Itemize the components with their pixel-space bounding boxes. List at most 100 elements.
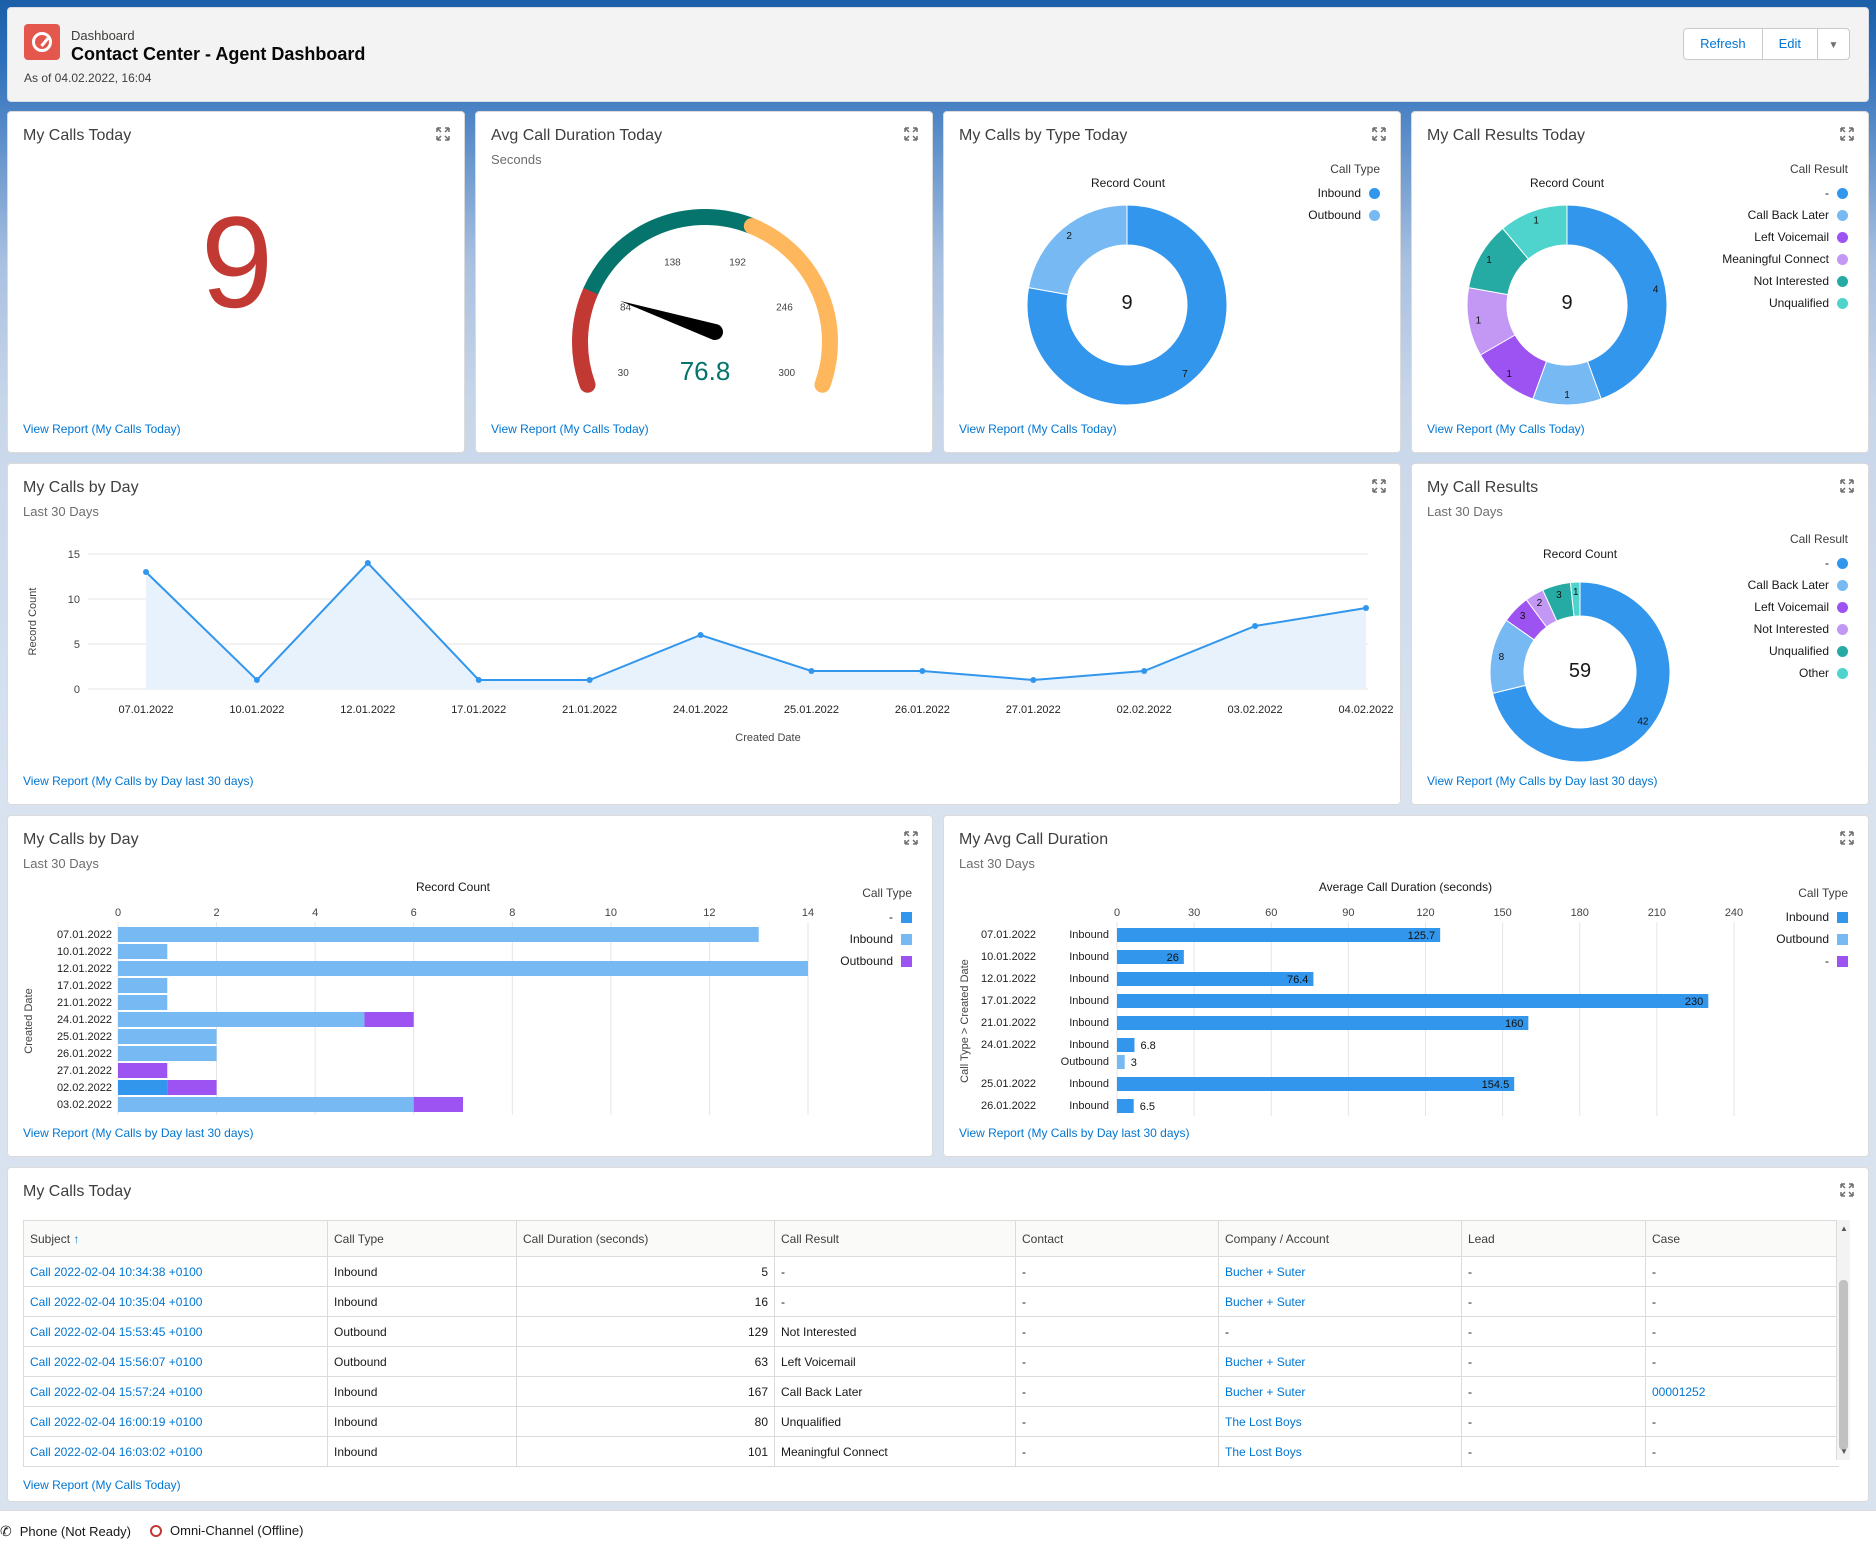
donut-slice [1502,204,1568,260]
column-header-subject[interactable]: Subject ↑ [23,1220,328,1257]
cell-result: Call Back Later [774,1376,1016,1407]
column-header-lead[interactable]: Lead [1461,1220,1646,1257]
legend-item[interactable]: Other [1748,662,1848,684]
view-report-link[interactable]: View Report (My Calls Today) [1427,422,1585,436]
cell-case: - [1645,1406,1839,1437]
legend-label: Not Interested [1753,274,1829,288]
legend-label: Left Voicemail [1754,230,1829,244]
column-header-company[interactable]: Company / Account [1218,1220,1462,1257]
cell-subject[interactable]: Call 2022-02-04 16:00:19 +0100 [23,1406,328,1437]
legend: Call Result - Call Back Later Left Voicema… [1722,162,1848,314]
legend-item[interactable]: - [1776,950,1848,972]
column-header-call-result[interactable]: Call Result [774,1220,1016,1257]
legend-item[interactable]: Unqualified [1722,292,1848,314]
scroll-down-icon[interactable]: ▼ [1840,1447,1848,1456]
expand-icon[interactable] [436,127,450,141]
line-chart: 0 5 10 15 07.01.2022 10.01.2022 12.01.2022 17.0… [27,549,1394,744]
legend-item[interactable]: Left Voicemail [1748,596,1848,618]
omni-channel-utility[interactable]: Omni-Channel (Offline) [150,1523,303,1538]
legend-item[interactable]: - [1722,182,1848,204]
x-tick-label: 07.01.2022 [118,704,173,716]
legend-swatch [1837,231,1848,243]
view-report-link[interactable]: View Report (My Calls Today) [959,422,1117,436]
column-header-call-type[interactable]: Call Type [327,1220,517,1257]
more-actions-dropdown[interactable]: ▼ [1818,28,1850,60]
bar-segment [364,1012,414,1027]
cell-company[interactable]: Bucher + Suter [1218,1346,1462,1377]
cell-subject[interactable]: Call 2022-02-04 15:53:45 +0100 [23,1316,328,1347]
expand-icon[interactable] [1372,127,1386,141]
expand-icon[interactable] [1372,479,1386,493]
cell-subject[interactable]: Call 2022-02-04 15:57:24 +0100 [23,1376,328,1407]
data-point [1030,677,1037,683]
legend-item[interactable]: Unqualified [1748,640,1848,662]
cell-type: Inbound [327,1436,517,1467]
expand-icon[interactable] [904,127,918,141]
y-axis-label: Call Type > Created Date [959,959,971,1083]
group-label: Inbound [1069,951,1109,963]
legend-item[interactable]: Outbound [1308,204,1380,226]
cell-company[interactable]: The Lost Boys [1218,1406,1462,1437]
expand-icon[interactable] [1840,1183,1854,1197]
view-report-link[interactable]: View Report (My Calls by Day last 30 day… [959,1126,1190,1140]
legend-label: Left Voicemail [1754,600,1829,614]
refresh-button[interactable]: Refresh [1683,28,1763,60]
expand-icon[interactable] [1840,127,1854,141]
y-tick-label: 10.01.2022 [57,946,112,958]
cell-subject[interactable]: Call 2022-02-04 16:03:02 +0100 [23,1436,328,1467]
cell-type: Inbound [327,1286,517,1317]
legend-item[interactable]: Call Back Later [1722,204,1848,226]
legend-swatch [1369,209,1380,221]
bar [1117,950,1184,964]
column-header-contact[interactable]: Contact [1015,1220,1219,1257]
edit-button[interactable]: Edit [1762,28,1818,60]
group-label: Inbound [1069,1039,1109,1051]
data-label: 26 [1167,952,1179,964]
x-tick-label: 4 [312,907,318,919]
cell-company[interactable]: Bucher + Suter [1218,1376,1462,1407]
expand-icon[interactable] [1840,831,1854,845]
legend-item[interactable]: Call Back Later [1748,574,1848,596]
legend-swatch [1837,601,1848,613]
view-report-link[interactable]: View Report (My Calls by Day last 30 day… [23,774,254,788]
legend-item[interactable]: Inbound [1308,182,1380,204]
legend-item[interactable]: Outbound [1776,928,1848,950]
scroll-up-icon[interactable]: ▲ [1840,1224,1848,1233]
legend-item[interactable]: Inbound [840,928,912,950]
legend-item[interactable]: - [840,906,912,928]
x-tick-label: 10.01.2022 [229,704,284,716]
cell-subject[interactable]: Call 2022-02-04 15:56:07 +0100 [23,1346,328,1377]
scrollbar-thumb[interactable] [1839,1280,1848,1450]
data-point [1252,623,1259,629]
view-report-link[interactable]: View Report (My Calls Today) [23,422,181,436]
view-report-link[interactable]: View Report (My Calls by Day last 30 day… [1427,774,1658,788]
expand-icon[interactable] [1840,479,1854,493]
legend-item[interactable]: Meaningful Connect [1722,248,1848,270]
column-header-duration[interactable]: Call Duration (seconds) [516,1220,775,1257]
data-point [364,560,371,566]
legend-item[interactable]: Not Interested [1748,618,1848,640]
legend-item[interactable]: Inbound [1776,906,1848,928]
view-report-link[interactable]: View Report (My Calls Today) [23,1478,181,1492]
cell-company[interactable]: Bucher + Suter [1218,1286,1462,1317]
y-tick-label: 07.01.2022 [57,929,112,941]
cell-subject[interactable]: Call 2022-02-04 10:35:04 +0100 [23,1286,328,1317]
table-scrollbar[interactable]: ▲ ▼ [1836,1220,1850,1460]
legend-item[interactable]: Left Voicemail [1722,226,1848,248]
legend-item[interactable]: Outbound [840,950,912,972]
legend-item[interactable]: Not Interested [1722,270,1848,292]
cell-company[interactable]: Bucher + Suter [1218,1256,1462,1287]
cell-subject[interactable]: Call 2022-02-04 10:34:38 +0100 [23,1256,328,1287]
expand-icon[interactable] [904,831,918,845]
x-tick-label: 17.01.2022 [451,704,506,716]
legend-item[interactable]: - [1748,552,1848,574]
view-report-link[interactable]: View Report (My Calls by Day last 30 day… [23,1126,254,1140]
phone-utility[interactable]: ✆ Phone (Not Ready) [0,1523,131,1540]
cell-case[interactable]: 00001252 [1645,1376,1839,1407]
legend-label: Outbound [1308,208,1361,222]
x-tick-label: 210 [1648,907,1666,919]
legend-title: Call Result [1789,162,1848,176]
view-report-link[interactable]: View Report (My Calls Today) [491,422,649,436]
column-header-case[interactable]: Case [1645,1220,1839,1257]
cell-company[interactable]: The Lost Boys [1218,1436,1462,1467]
